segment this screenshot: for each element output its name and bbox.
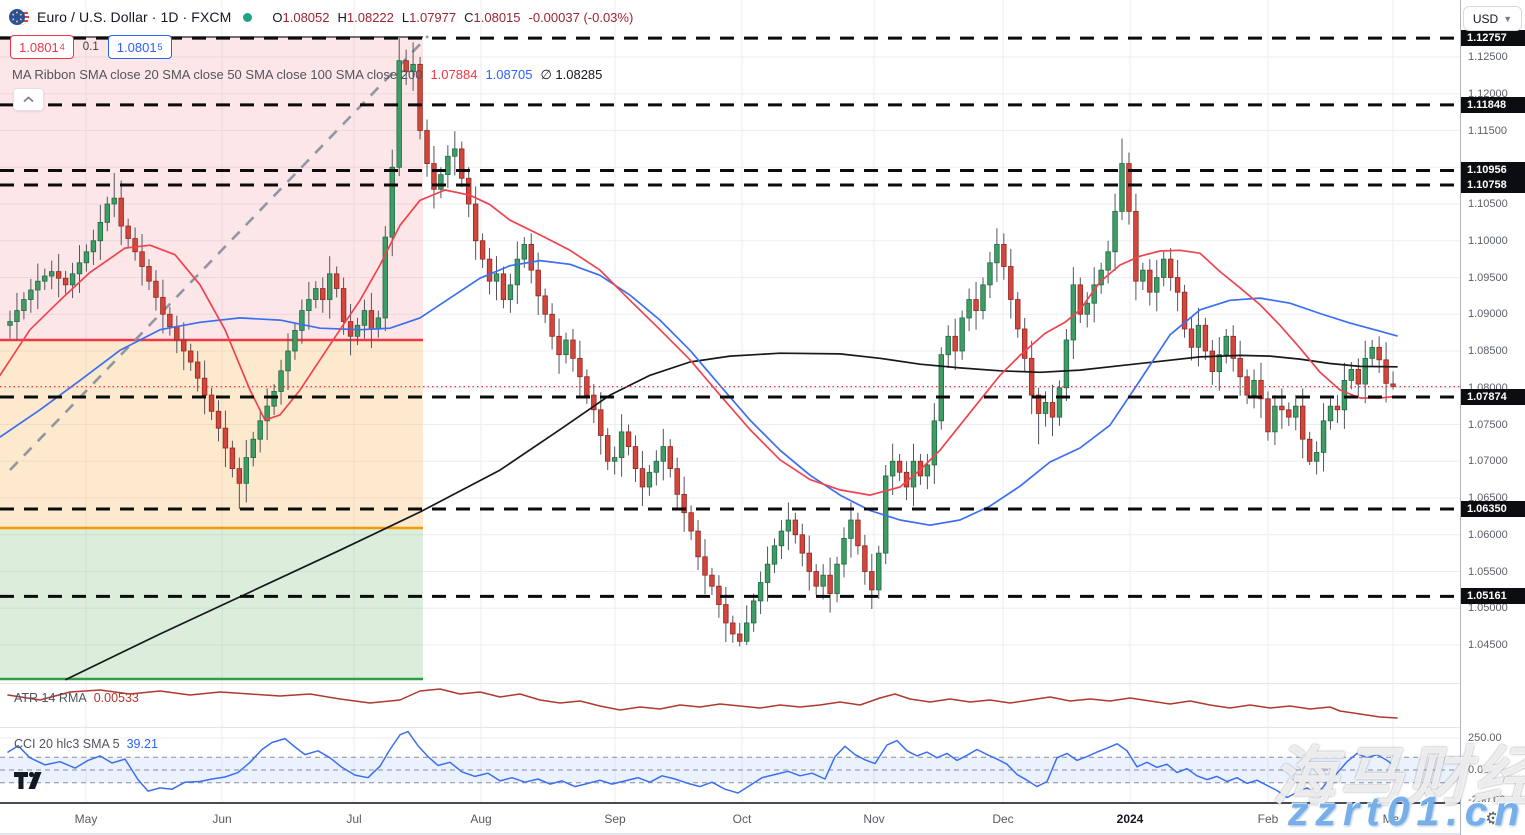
ma-ribbon-legend[interactable]: MA Ribbon SMA close 20 SMA close 50 SMA … [12, 67, 602, 83]
price-tick-label: 1.05500 [1468, 565, 1508, 578]
price-tick-label: 1.08500 [1468, 345, 1508, 357]
eurusd-flag-icon [9, 8, 30, 26]
price-tick-label: 1.06000 [1468, 528, 1508, 541]
time-axis-label: Dec [992, 812, 1014, 826]
time-axis-label: Aug [470, 812, 492, 826]
price-tick-label: 1.07500 [1468, 418, 1508, 431]
price-level-tag: 1.11848 [1461, 96, 1525, 113]
ma-average-line [65, 352, 1398, 681]
price-level-tag: 1.07874 [1461, 389, 1525, 405]
time-axis-label: Sep [604, 812, 626, 826]
cci-value: 39.21 [126, 737, 158, 751]
time-axis-label: Feb [1257, 812, 1279, 826]
price-level-tag: 1.12757 [1461, 30, 1525, 47]
atr-value: 0.00533 [93, 691, 139, 705]
open-value: 1.08052 [282, 9, 330, 25]
time-axis-label: Jun [212, 812, 232, 826]
buy-button[interactable]: 1.0801 5 [107, 35, 172, 59]
price-tick-label: 1.10000 [1468, 234, 1508, 247]
price-tick-label: 1.06500 [1468, 492, 1508, 504]
cci-tick-label: 250.00 [1468, 732, 1502, 744]
watermark-site-name: 海马财经 [1272, 741, 1525, 813]
axis-settings-corner[interactable]: ⚙ [1460, 802, 1525, 835]
cci-line [7, 730, 1394, 799]
low-value: 1.07977 [409, 9, 457, 25]
time-axis[interactable]: May Jun Jul Aug Sep Oct Nov Dec 2024 Feb Mar [0, 802, 1525, 835]
chevron-down-icon: ▼ [1503, 13, 1513, 24]
price-tick-label: 1.10500 [1468, 198, 1508, 210]
high-value: 1.08222 [346, 9, 394, 25]
price-level-lines[interactable] [0, 36, 1460, 598]
symbol-header: Euro / U.S. Dollar · 1D · FXCM O 1.08052 … [8, 5, 633, 29]
pane-separator-atr[interactable] [0, 683, 1525, 684]
trade-quote-panel: 1.0801 4 0.1 1.0801 5 [10, 35, 172, 59]
price-level-tag: 1.05161 [1461, 588, 1525, 605]
atr-line [7, 688, 1398, 719]
price-tick-label: 1.05000 [1468, 602, 1508, 615]
ma-average-value: ∅ 1.08285 [540, 67, 603, 82]
tradingview-logo[interactable] [14, 771, 46, 795]
chart-plot-area[interactable] [0, 0, 1460, 802]
market-status-dot [243, 12, 253, 22]
atr-label: ATR 14 RMA [14, 691, 87, 705]
watermark-url: zzrt01.cn [1288, 788, 1525, 834]
price-tick-label: 1.12000 [1468, 87, 1508, 100]
time-axis-label: Nov [863, 812, 885, 826]
chevron-up-icon [23, 96, 34, 103]
time-axis-label: 2024 [1116, 812, 1144, 826]
cci-tick-label: 0.00 [1468, 764, 1490, 776]
atr-legend[interactable]: ATR 14 RMA 0.00533 [14, 691, 139, 705]
pane-separator-cci[interactable] [0, 727, 1525, 728]
spread-value: 0.1 [82, 41, 99, 53]
gear-icon[interactable]: ⚙ [1485, 808, 1501, 828]
price-tick-label: 1.11500 [1468, 124, 1507, 137]
change-value: -0.00037 (-0.03%) [528, 9, 634, 25]
time-axis-label: Oct [732, 812, 752, 826]
sma20-line [0, 189, 1398, 496]
cci-label: CCI 20 hlc3 SMA 5 [14, 737, 120, 751]
collapse-legend-button[interactable] [13, 88, 44, 111]
time-axis-label: Mar [1382, 812, 1404, 826]
price-tick-label: 1.09500 [1468, 271, 1508, 284]
candles-layer [7, 37, 1396, 647]
time-axis-label: Jul [346, 812, 362, 826]
symbol-title[interactable]: Euro / U.S. Dollar · 1D · FXCM [37, 9, 232, 25]
bottom-strip [0, 833, 1525, 835]
currency-value: USD [1472, 11, 1499, 26]
gridlines [0, 0, 1460, 802]
ohlc-readout: O 1.08052 H 1.08222 L 1.07977 C 1.08015 -0.0… [272, 9, 634, 25]
cci-legend[interactable]: CCI 20 hlc3 SMA 5 39.21 [14, 737, 158, 751]
supply-demand-zones[interactable] [0, 36, 423, 681]
price-level-tag: 1.10758 [1461, 177, 1525, 194]
sma50-value: 1.08705 [485, 67, 533, 82]
ma-ribbon-label: MA Ribbon SMA close 20 SMA close 50 SMA … [12, 67, 423, 82]
price-tick-label: 1.07000 [1468, 455, 1508, 468]
price-axis[interactable]: 1.12500 1.12000 1.11500 1.10500 1.10000 1.095… [1460, 0, 1525, 806]
tradingview-logo-icon [14, 771, 42, 789]
close-value: 1.08015 [473, 9, 521, 25]
price-level-tag: 1.10956 [1461, 162, 1525, 179]
price-tick-label: 1.12500 [1468, 51, 1508, 63]
price-tick-label: 1.09000 [1468, 308, 1508, 321]
currency-dropdown[interactable]: USD ▼ [1463, 6, 1522, 31]
sell-button[interactable]: 1.0801 4 [10, 35, 74, 59]
sma50-line [0, 259, 1398, 527]
price-level-tag: 1.06350 [1461, 501, 1525, 518]
time-axis-label: May [74, 812, 98, 826]
price-tick-label: 1.04500 [1468, 639, 1508, 651]
sma20-value: 1.07884 [430, 67, 478, 82]
